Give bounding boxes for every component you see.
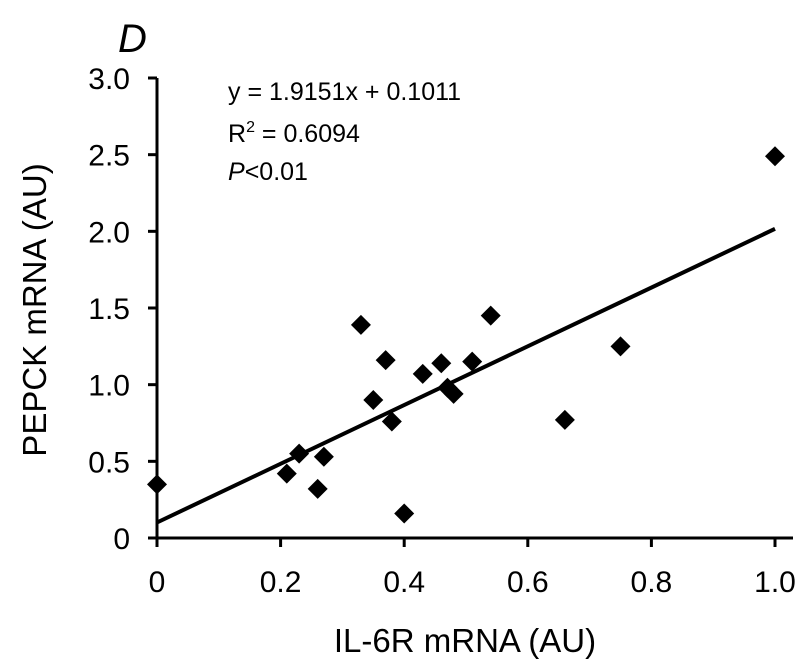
data-point	[462, 351, 483, 372]
r-squared-label: R2 = 0.6094	[228, 119, 360, 148]
x-axis-ticks: 0 0.2 0.4 0.6 0.8 1.0	[149, 538, 796, 599]
data-point	[431, 353, 452, 374]
r-squared-value: = 0.6094	[255, 120, 360, 148]
p-symbol: P	[228, 158, 245, 186]
p-value-label: P<0.01	[228, 158, 308, 186]
axes	[155, 78, 793, 540]
y-tick-label: 0	[113, 523, 130, 556]
x-tick-label: 0.6	[507, 566, 549, 599]
x-tick-label: 0.2	[260, 566, 302, 599]
y-axis-ticks: 0 0.5 1.0 1.5 2.0 2.5 3.0	[88, 63, 157, 556]
data-points	[147, 146, 785, 524]
y-axis-title: PEPCK mRNA (AU)	[16, 163, 53, 456]
y-tick-label: 3.0	[88, 63, 130, 96]
x-axis-title: IL-6R mRNA (AU)	[334, 622, 596, 659]
y-tick-label: 1.5	[88, 293, 130, 326]
data-point	[313, 446, 334, 467]
x-tick-label: 0	[149, 566, 166, 599]
regression-equation: y = 1.9151x + 0.1011	[228, 78, 461, 106]
r-squared-prefix: R	[228, 120, 246, 148]
p-value: <0.01	[245, 158, 308, 186]
data-point	[554, 409, 575, 430]
data-point	[307, 478, 328, 499]
y-tick-label: 2.5	[88, 140, 130, 173]
trendline	[156, 227, 776, 525]
data-point	[276, 463, 297, 484]
x-tick-label: 1.0	[754, 566, 796, 599]
data-point	[350, 314, 371, 335]
data-point	[610, 336, 631, 357]
r-squared-superscript: 2	[246, 119, 255, 136]
y-tick-label: 0.5	[88, 446, 130, 479]
data-point	[289, 443, 310, 464]
data-point	[147, 474, 167, 495]
y-tick-label: 1.0	[88, 370, 130, 403]
panel-label: D	[118, 17, 147, 61]
data-point	[765, 146, 785, 167]
regression-annotations: y = 1.9151x + 0.1011 R2 = 0.6094 P<0.01	[228, 78, 461, 186]
data-point	[381, 411, 402, 432]
data-point	[394, 503, 415, 524]
data-point	[375, 350, 396, 371]
data-point	[412, 363, 433, 384]
x-tick-label: 0.8	[631, 566, 673, 599]
x-tick-label: 0.4	[383, 566, 425, 599]
trendline-group	[156, 227, 776, 525]
data-point	[443, 383, 464, 404]
data-point	[363, 390, 384, 410]
y-tick-label: 2.0	[88, 216, 130, 249]
data-point	[480, 305, 501, 326]
